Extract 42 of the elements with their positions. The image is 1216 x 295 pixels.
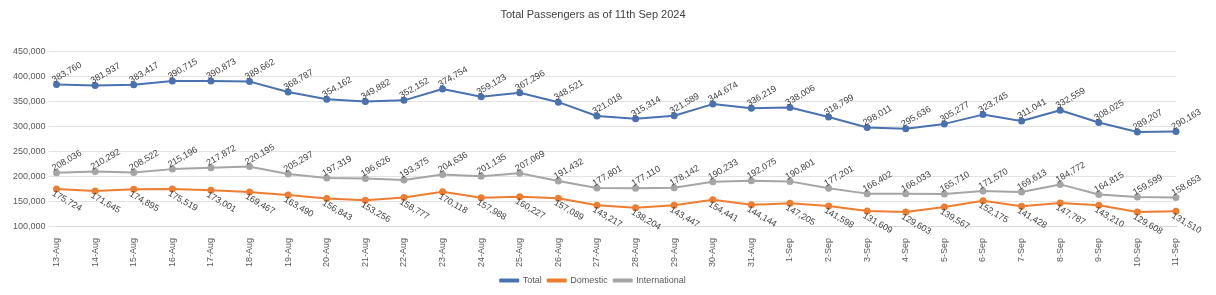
x-tick-label: 23-Aug [437, 237, 448, 268]
y-tick-label: 300,000 [12, 121, 46, 132]
y-tick-label: 200,000 [12, 171, 46, 182]
x-tick-label: 22-Aug [398, 237, 409, 268]
legend-label: Domestic [570, 274, 609, 285]
x-tick-label: 1-Sep [784, 237, 795, 263]
x-tick-label: 24-Aug [475, 237, 486, 268]
y-tick-label: 250,000 [12, 146, 46, 157]
x-tick-label: 31-Aug [745, 237, 756, 268]
x-tick-label: 20-Aug [321, 237, 332, 268]
y-tick-label: 150,000 [12, 196, 46, 207]
x-tick-label: 10-Sep [1131, 237, 1142, 268]
x-tick-label: 9-Sep [1093, 237, 1104, 263]
x-tick-label: 6-Sep [977, 237, 988, 263]
x-tick-label: 7-Sep [1016, 237, 1027, 263]
y-tick-label: 400,000 [12, 70, 46, 81]
x-tick-label: 29-Aug [668, 237, 679, 268]
x-tick-label: 25-Aug [514, 237, 525, 268]
x-tick-label: 19-Aug [282, 237, 293, 268]
x-tick-label: 16-Aug [166, 237, 177, 268]
x-tick-label: 17-Aug [205, 237, 216, 268]
y-tick-label: 450,000 [12, 45, 46, 56]
x-tick-label: 2-Sep [823, 237, 834, 263]
x-tick-label: 18-Aug [244, 237, 255, 268]
chart-title: Total Passengers as of 11th Sep 2024 [500, 7, 686, 20]
legend-label: Total [522, 274, 542, 285]
x-tick-label: 21-Aug [359, 237, 370, 268]
x-tick-label: 11-Sep [1170, 237, 1181, 267]
y-tick-label: 350,000 [12, 95, 46, 106]
x-tick-label: 13-Aug [51, 237, 62, 268]
x-tick-label: 28-Aug [630, 237, 641, 268]
x-tick-label: 8-Sep [1054, 237, 1065, 263]
legend-label: International [636, 274, 686, 285]
y-tick-label: 100,000 [12, 221, 46, 232]
x-tick-label: 15-Aug [128, 237, 139, 268]
x-tick-label: 30-Aug [707, 237, 718, 268]
x-tick-label: 3-Sep [861, 237, 872, 263]
x-tick-label: 14-Aug [89, 237, 100, 268]
x-tick-label: 26-Aug [552, 237, 563, 268]
x-tick-label: 4-Sep [900, 237, 911, 263]
x-tick-label: 5-Sep [938, 237, 949, 263]
x-tick-label: 27-Aug [591, 237, 602, 268]
